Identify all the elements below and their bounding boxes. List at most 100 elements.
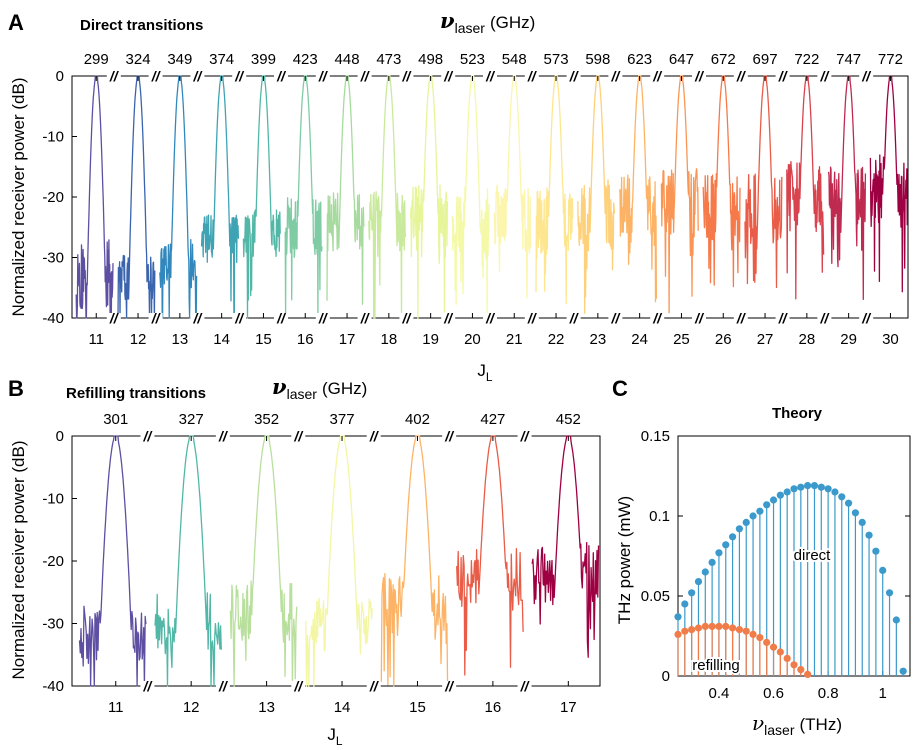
panel-a-top-tick-label: 324 (126, 51, 151, 68)
panel-c-point-direct (852, 509, 859, 516)
panel-a-top-tick-label: 498 (418, 51, 443, 68)
panel-c-point-direct (900, 668, 907, 675)
panel-c-point-refilling (688, 626, 695, 633)
panel-a-top-tick-label: 598 (585, 51, 610, 68)
panel-c-point-direct (777, 492, 784, 499)
panel-b-x-tick-label: 12 (183, 699, 200, 716)
panel-c-point-direct (715, 549, 722, 556)
panel-b-x-tick-label: 16 (485, 699, 502, 716)
panel-a-top-tick-label: 473 (376, 51, 401, 68)
panel-a-x-tick-label: 30 (882, 331, 899, 348)
panel-b-y-tick-label: 0 (56, 428, 64, 445)
panel-b-spectrum-jl-13 (230, 436, 296, 686)
panel-a-spectrum-jl-18 (369, 76, 406, 318)
panel-c-point-direct (831, 488, 838, 495)
panel-c-point-refilling (674, 631, 681, 638)
panel-b-plot: 0-10-20-30-401130112327////13352////1437… (42, 411, 600, 716)
panel-c-point-direct (681, 600, 688, 607)
panel-c-point-refilling (790, 661, 797, 668)
panel-a-x-tick-label: 27 (757, 331, 774, 348)
panel-a-spectrum-jl-25 (661, 76, 698, 313)
panel-c-point-direct (845, 500, 852, 507)
panel-c-point-direct (674, 613, 681, 620)
panel-a-top-tick-label: 399 (251, 51, 276, 68)
panel-a-top-tick-label: 747 (836, 51, 861, 68)
panel-c-point-refilling (715, 623, 722, 630)
panel-a-spectrum-jl-13 (160, 76, 197, 318)
panel-b-nu-unit: (GHz) (322, 379, 367, 398)
panel-b-spectrum-jl-11 (80, 436, 146, 686)
panel-b-title: Refilling transitions (66, 385, 206, 402)
panel-a-x-tick-label: 12 (130, 331, 147, 348)
panel-c-point-direct (893, 616, 900, 623)
panel-c-point-refilling (756, 634, 763, 641)
panel-a-spectrum-jl-26 (703, 76, 740, 287)
panel-b-top-tick-label: 427 (480, 411, 505, 428)
panel-a-x-tick-label: 11 (88, 331, 104, 348)
panel-c-point-direct (818, 484, 825, 491)
panel-c-point-direct (763, 501, 770, 508)
panel-c-point-direct (729, 533, 736, 540)
panel-c-letter: C (612, 376, 628, 401)
panel-c-x-tick-label: 0.6 (763, 685, 784, 702)
panel-c-point-refilling (797, 666, 804, 673)
panel-c-point-direct (736, 525, 743, 532)
panel-a-top-tick-label: 548 (502, 51, 527, 68)
panel-c-point-direct (702, 568, 709, 575)
panel-b-letter: B (8, 376, 24, 401)
panel-c-point-direct (811, 482, 818, 489)
panel-b-x-label: JL (327, 725, 343, 748)
panel-c-point-refilling (770, 644, 777, 651)
panel-a-x-tick-label: 13 (172, 331, 189, 348)
panel-c-point-refilling (681, 628, 688, 635)
panel-b-y-tick-label: -10 (42, 491, 64, 508)
panel-a-x-tick-label: 17 (339, 331, 356, 348)
panel-a-y-label: Normalized receiver power (dB) (9, 77, 28, 316)
panel-b-top-tick-label: 301 (103, 411, 128, 428)
panel-a-spectrum-jl-27 (745, 76, 782, 288)
panel-b-y-tick-label: -40 (42, 678, 64, 695)
panel-b-x-tick-label: 15 (409, 699, 426, 716)
panel-a-x-tick-label: 29 (840, 331, 857, 348)
panel-b-x-tick-label: 11 (108, 699, 124, 716)
panel-a-top-tick-label: 523 (460, 51, 485, 68)
panel-c-x-tick-label: 1 (879, 685, 887, 702)
panel-a-top-tick-label: 772 (878, 51, 903, 68)
panel-c-point-refilling (709, 623, 716, 630)
panel-c-point-direct (756, 508, 763, 515)
panel-a-top-axis-label: νlaser(GHz) (440, 8, 535, 36)
panel-a-x-tick-label: 21 (506, 331, 523, 348)
panel-b-nu-symbol: ν (272, 374, 287, 399)
panel-b-x-label-main: J (327, 725, 336, 744)
panel-c-point-direct (872, 548, 879, 555)
panel-a-plot: 0-10-20-30-401129912324////13349////1437… (42, 51, 908, 348)
panel-c-y-tick-label: 0 (662, 668, 670, 685)
panel-a-x-tick-label: 20 (464, 331, 481, 348)
panel-c-point-direct (825, 485, 832, 492)
panel-c-point-refilling (702, 623, 709, 630)
panel-a-spectrum-jl-11 (76, 76, 113, 318)
panel-c-point-refilling (749, 631, 756, 638)
panel-a-y-tick-label: 0 (56, 68, 64, 85)
panel-c-point-direct (790, 485, 797, 492)
panel-a-spectrum-jl-14 (202, 76, 239, 318)
panel-b-x-tick-label: 14 (334, 699, 351, 716)
panel-c-y-tick-label: 0.1 (649, 508, 670, 525)
panel-a-x-tick-label: 22 (548, 331, 565, 348)
panel-b-x-tick-label: 17 (560, 699, 577, 716)
panel-b-spectrum-jl-14 (306, 436, 372, 686)
panel-a-x-tick-label: 19 (422, 331, 439, 348)
panel-c-point-direct (770, 496, 777, 503)
panel-a-x-tick-label: 23 (590, 331, 607, 348)
panel-a-x-tick-label: 25 (673, 331, 690, 348)
panel-b-top-tick-label: 402 (405, 411, 430, 428)
panel-c-point-direct (838, 493, 845, 500)
panel-c-nu-unit: (THz) (800, 715, 842, 734)
panel-a-spectrum-jl-16 (285, 76, 322, 318)
panel-a-top-tick-label: 623 (627, 51, 652, 68)
panel-b-nu-sub: laser (287, 386, 318, 402)
panel-c-point-direct (797, 484, 804, 491)
panel-c-title: Theory (772, 405, 823, 422)
panel-c-point-direct (859, 519, 866, 526)
